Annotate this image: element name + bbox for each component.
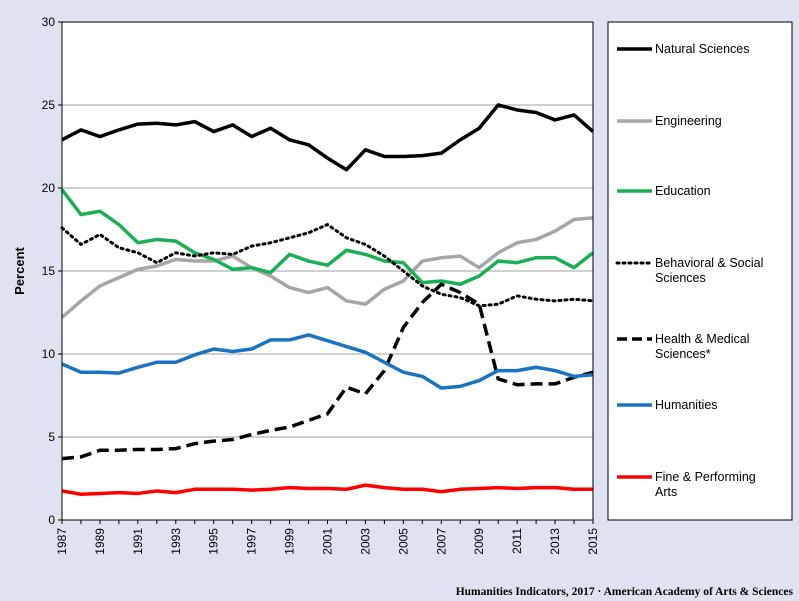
legend-label: Health & Medical bbox=[655, 332, 750, 346]
legend: Natural Sciences Engineering Education Beha… bbox=[615, 42, 763, 499]
y-tick-label: 30 bbox=[42, 15, 56, 29]
y-tick-label: 20 bbox=[42, 181, 56, 195]
x-tick-label: 2013 bbox=[548, 528, 562, 555]
legend-label: Education bbox=[655, 184, 711, 198]
x-tick-label: 1987 bbox=[55, 528, 69, 555]
series-line-fine-performing-arts bbox=[61, 483, 593, 497]
y-tick-label: 25 bbox=[42, 98, 56, 112]
y-axis-label: Percent bbox=[12, 246, 27, 294]
y-axis-ticks: 0 5 10 15 20 25 30 bbox=[42, 15, 62, 527]
series-line-humanities bbox=[61, 333, 594, 390]
y-tick-label: 5 bbox=[48, 430, 55, 444]
y-tick-label: 15 bbox=[42, 264, 56, 278]
series-line-behavioral-social-sciences bbox=[60, 223, 595, 308]
legend-box bbox=[607, 21, 793, 521]
legend-label: Natural Sciences bbox=[655, 42, 750, 56]
x-tick-label: 2001 bbox=[321, 528, 335, 555]
y-tick-label: 10 bbox=[42, 347, 56, 361]
x-tick-label: 2005 bbox=[396, 528, 410, 555]
series-line-education bbox=[60, 188, 595, 287]
series-lines bbox=[60, 103, 595, 497]
x-tick-label: 2003 bbox=[358, 528, 372, 555]
x-axis-ticks: 1987 1989 1991 1993 1995 1997 1999 2001 2003 2005… bbox=[55, 520, 600, 555]
legend-label: Engineering bbox=[655, 114, 722, 128]
legend-label: Fine & Performing bbox=[655, 470, 756, 484]
x-tick-label: 2015 bbox=[586, 528, 600, 555]
x-tick-label: 1997 bbox=[245, 528, 259, 555]
x-tick-label: 1993 bbox=[169, 528, 183, 555]
x-tick-label: 1991 bbox=[131, 528, 145, 555]
x-tick-label: 2009 bbox=[472, 528, 486, 555]
x-tick-label: 1989 bbox=[93, 528, 107, 555]
series-line-engineering bbox=[60, 216, 594, 319]
legend-label: Behavioral & Social bbox=[655, 256, 763, 270]
x-tick-label: 1999 bbox=[283, 528, 297, 555]
x-tick-label: 1995 bbox=[207, 528, 221, 555]
y-tick-label: 0 bbox=[48, 513, 55, 527]
series-line-health-medical-sciences bbox=[61, 282, 594, 461]
x-tick-label: 2007 bbox=[434, 528, 448, 555]
gridlines bbox=[62, 104, 593, 438]
legend-label: Sciences bbox=[655, 271, 706, 285]
source-credit: Humanities Indicators, 2017 · American A… bbox=[455, 586, 793, 598]
legend-label: Sciences* bbox=[655, 347, 711, 361]
series-line-natural-sciences bbox=[61, 103, 595, 172]
x-tick-label: 2011 bbox=[510, 528, 524, 554]
legend-label: Humanities bbox=[655, 398, 718, 412]
legend-label: Arts bbox=[655, 485, 677, 499]
